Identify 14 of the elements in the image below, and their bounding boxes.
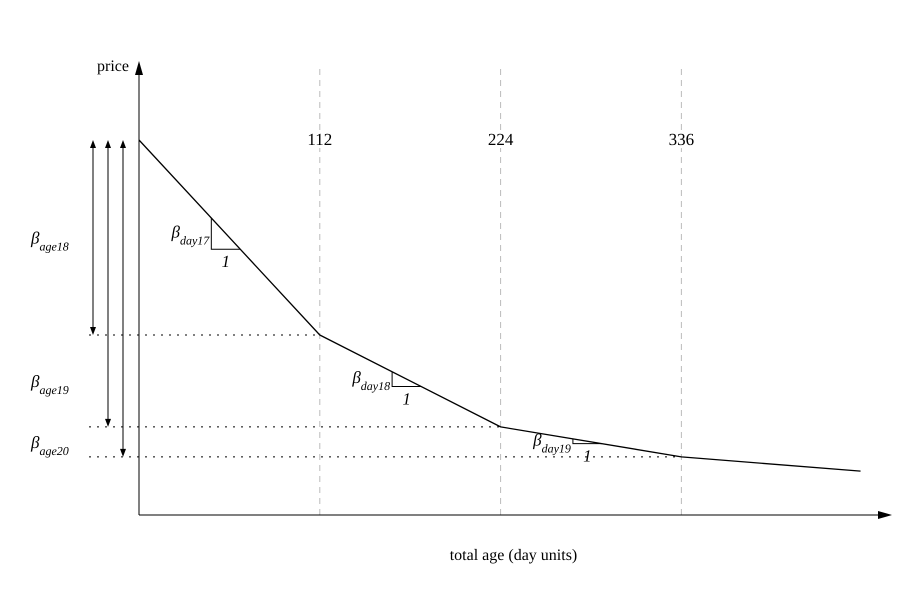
x-tick-label: 336 bbox=[668, 130, 694, 149]
annotation: 1 bbox=[583, 446, 592, 466]
x-tick-label: 224 bbox=[488, 130, 514, 149]
x-axis-title: total age (day units) bbox=[450, 547, 578, 564]
annotation: 1 bbox=[402, 389, 411, 408]
text: β$_{age18}$ bbox=[30, 228, 69, 254]
x-tick-label: 112 bbox=[307, 130, 332, 149]
text: β$_{age20}$ bbox=[30, 432, 69, 458]
text: β$_{age19}$ bbox=[30, 372, 69, 397]
annotation: β$_{day18}$ bbox=[351, 368, 390, 394]
y-axis-title: price bbox=[97, 58, 129, 75]
annotation: β$_{day19}$ bbox=[532, 430, 571, 456]
annotation: β$_{day17}$ bbox=[170, 222, 210, 248]
annotation: 1 bbox=[222, 252, 230, 272]
